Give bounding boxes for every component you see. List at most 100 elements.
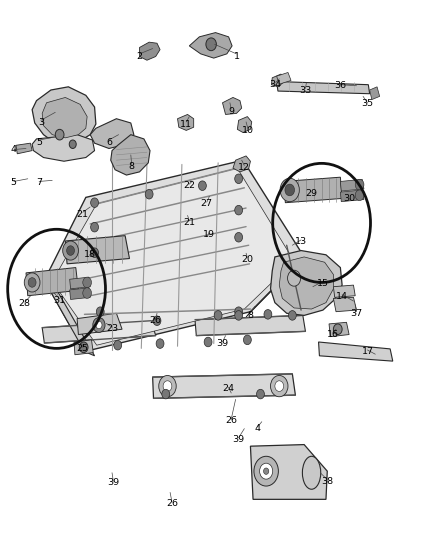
- Polygon shape: [32, 87, 96, 144]
- Polygon shape: [318, 342, 393, 361]
- Circle shape: [235, 307, 243, 317]
- Circle shape: [260, 463, 273, 479]
- Text: 26: 26: [150, 316, 162, 325]
- Polygon shape: [65, 236, 130, 264]
- Circle shape: [83, 277, 92, 288]
- Polygon shape: [271, 251, 342, 316]
- Circle shape: [91, 248, 99, 257]
- Text: 8: 8: [247, 311, 254, 320]
- Text: 8: 8: [129, 162, 134, 171]
- Text: 25: 25: [77, 344, 89, 353]
- Polygon shape: [251, 445, 327, 499]
- Polygon shape: [42, 321, 155, 343]
- Text: 30: 30: [343, 194, 355, 203]
- Polygon shape: [277, 72, 291, 84]
- Circle shape: [55, 130, 64, 140]
- Circle shape: [355, 179, 364, 190]
- Circle shape: [156, 339, 164, 349]
- Polygon shape: [74, 340, 93, 355]
- Circle shape: [257, 389, 265, 399]
- Text: 36: 36: [334, 81, 346, 90]
- Circle shape: [24, 273, 40, 292]
- Polygon shape: [223, 98, 242, 115]
- Circle shape: [162, 389, 170, 399]
- Circle shape: [264, 468, 269, 474]
- Polygon shape: [189, 33, 232, 58]
- Polygon shape: [279, 257, 333, 309]
- Circle shape: [333, 324, 342, 335]
- Polygon shape: [246, 257, 304, 317]
- Circle shape: [198, 181, 206, 190]
- Text: 11: 11: [180, 119, 192, 128]
- Circle shape: [275, 381, 284, 391]
- Circle shape: [235, 232, 243, 242]
- Text: 26: 26: [166, 499, 178, 508]
- Polygon shape: [44, 160, 304, 352]
- Text: 5: 5: [11, 178, 17, 187]
- Text: 4: 4: [254, 424, 261, 433]
- Text: 29: 29: [306, 189, 318, 198]
- Circle shape: [145, 189, 153, 199]
- Polygon shape: [77, 313, 122, 335]
- Text: 14: 14: [336, 292, 348, 301]
- Text: 24: 24: [223, 384, 235, 393]
- Circle shape: [254, 456, 279, 486]
- Polygon shape: [90, 119, 134, 149]
- Text: 38: 38: [321, 477, 333, 486]
- Circle shape: [163, 381, 172, 391]
- Circle shape: [244, 335, 251, 345]
- Polygon shape: [272, 74, 285, 87]
- Polygon shape: [52, 168, 294, 345]
- Text: 7: 7: [36, 178, 42, 187]
- Text: 4: 4: [11, 145, 17, 154]
- Text: 35: 35: [361, 99, 374, 108]
- Text: 31: 31: [53, 296, 66, 305]
- Text: 10: 10: [242, 126, 254, 135]
- Polygon shape: [70, 288, 90, 300]
- Text: 22: 22: [184, 181, 195, 190]
- Polygon shape: [32, 135, 95, 161]
- Circle shape: [204, 337, 212, 347]
- Polygon shape: [16, 143, 32, 154]
- Ellipse shape: [302, 456, 321, 489]
- Polygon shape: [237, 117, 252, 133]
- Polygon shape: [44, 280, 95, 356]
- Text: 21: 21: [184, 218, 195, 227]
- Circle shape: [235, 205, 243, 215]
- Text: 2: 2: [137, 52, 142, 61]
- Circle shape: [271, 375, 288, 397]
- Polygon shape: [340, 190, 364, 201]
- Text: 33: 33: [299, 85, 311, 94]
- Polygon shape: [233, 156, 251, 172]
- Polygon shape: [340, 179, 364, 191]
- Text: 16: 16: [327, 330, 339, 339]
- Circle shape: [96, 321, 102, 329]
- Polygon shape: [333, 285, 355, 297]
- Polygon shape: [333, 297, 357, 312]
- Text: 18: 18: [84, 250, 96, 259]
- Circle shape: [79, 342, 88, 353]
- Circle shape: [235, 174, 243, 183]
- Polygon shape: [111, 135, 150, 175]
- Text: 20: 20: [241, 255, 253, 263]
- Polygon shape: [177, 115, 194, 131]
- Text: 34: 34: [270, 79, 282, 88]
- Polygon shape: [70, 277, 90, 289]
- Polygon shape: [195, 316, 305, 336]
- Polygon shape: [329, 322, 349, 337]
- Circle shape: [206, 38, 216, 51]
- Text: 23: 23: [106, 324, 118, 333]
- Text: 5: 5: [36, 138, 42, 147]
- Text: 12: 12: [238, 163, 251, 172]
- Circle shape: [153, 316, 161, 326]
- Circle shape: [235, 311, 243, 320]
- Polygon shape: [284, 177, 342, 203]
- Circle shape: [280, 178, 299, 201]
- Circle shape: [159, 375, 176, 397]
- Circle shape: [264, 310, 272, 319]
- Circle shape: [63, 241, 78, 260]
- Text: 39: 39: [233, 435, 245, 444]
- Text: 6: 6: [106, 138, 112, 147]
- Text: 17: 17: [361, 347, 374, 356]
- Text: 19: 19: [203, 230, 215, 239]
